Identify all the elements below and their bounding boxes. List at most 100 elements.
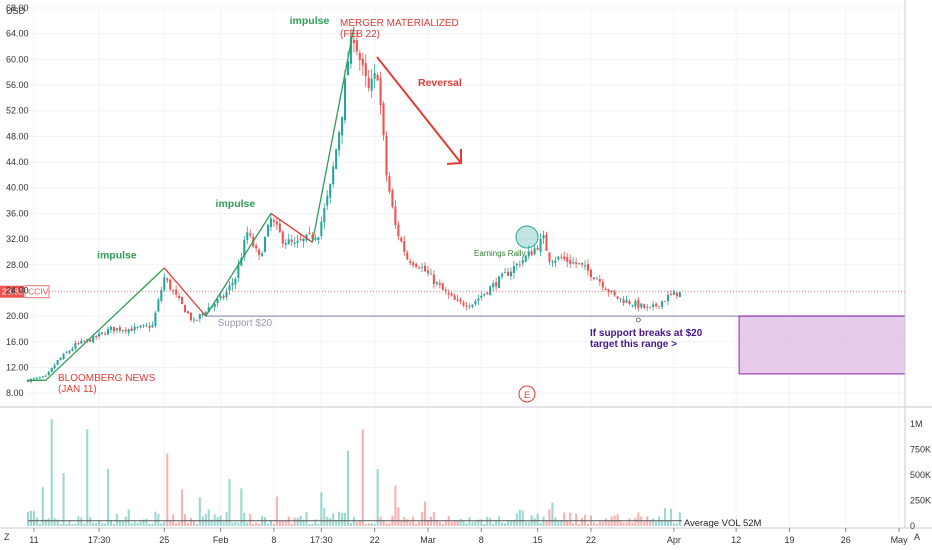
volume-bar — [56, 519, 59, 526]
candle-body — [575, 262, 578, 264]
y-tick-label: 60.00 — [6, 54, 29, 64]
volume-bar — [296, 517, 299, 526]
x-tick-label: 8 — [479, 535, 484, 545]
merger-label-line1: MERGER MATERIALIZED — [340, 18, 459, 29]
volume-bar — [672, 523, 675, 526]
current-price-label: 23.80 — [2, 287, 24, 297]
volume-bar — [551, 502, 554, 526]
candle-body — [506, 271, 510, 276]
volume-bar — [358, 520, 361, 526]
candle-body — [71, 348, 74, 351]
y-tick-label: 12.00 — [6, 362, 29, 372]
candle-body — [338, 132, 341, 151]
y-tick-label: 48.00 — [6, 131, 29, 141]
volume-bar — [515, 513, 518, 526]
volume-bar — [477, 519, 480, 526]
candle-body — [246, 232, 249, 241]
candle-body — [658, 305, 661, 307]
candle-body — [284, 243, 287, 245]
volume-bar — [130, 523, 133, 526]
candle-body — [418, 267, 421, 269]
volume-bar — [352, 516, 355, 526]
corner-left-label[interactable]: Z — [4, 532, 10, 542]
candle-body — [435, 282, 438, 284]
volume-bar — [598, 521, 601, 526]
volume-bar — [655, 521, 658, 526]
volume-bar — [189, 517, 192, 526]
candle-body — [646, 306, 649, 308]
volume-bar — [560, 519, 563, 526]
candle-body — [130, 328, 133, 332]
x-tick-label: 17:30 — [310, 535, 333, 545]
candle-body — [186, 311, 190, 314]
volume-bar — [216, 517, 219, 526]
candle-body — [397, 224, 400, 237]
volume-bar — [649, 520, 652, 526]
volume-bar — [394, 485, 397, 526]
candle-body — [483, 293, 486, 296]
y-unit-label: USD — [6, 6, 26, 16]
volume-bar — [669, 508, 672, 526]
volume-bar — [471, 522, 474, 526]
candle-body — [95, 335, 98, 338]
candle-body — [385, 135, 388, 176]
volume-bar — [521, 510, 524, 526]
candle-body — [583, 265, 587, 267]
candle-body — [53, 365, 56, 369]
volume-bar — [148, 523, 151, 526]
volume-bar — [154, 511, 157, 526]
candle-body — [379, 78, 382, 106]
y-tick-label: 40.00 — [6, 183, 29, 193]
candle-body — [225, 291, 228, 298]
volume-bar — [198, 497, 201, 526]
volume-bar — [181, 489, 184, 526]
candle-body — [204, 311, 207, 315]
volume-bar — [616, 514, 619, 526]
volume-bar — [663, 508, 667, 526]
candle-body — [394, 206, 397, 226]
volume-bar — [89, 516, 92, 526]
candle-body — [432, 274, 435, 285]
volume-bar — [462, 521, 465, 526]
candle-body — [255, 245, 258, 249]
candle-body — [121, 330, 124, 332]
candle-body — [400, 237, 403, 242]
candle-body — [65, 352, 68, 354]
candle-body — [290, 239, 293, 243]
candle-body — [622, 299, 625, 304]
impulse-trend-line — [270, 212, 313, 243]
volume-bar — [575, 513, 578, 526]
candle-body — [323, 207, 326, 223]
volume-bar — [314, 519, 317, 526]
volume-bar — [459, 518, 462, 526]
volume-bar — [385, 523, 388, 526]
earnings-marker[interactable] — [518, 385, 536, 403]
impulse-trend-line — [311, 27, 355, 243]
volume-bar — [592, 522, 595, 526]
candle-body — [249, 233, 252, 236]
volume-bar — [341, 512, 344, 526]
candle-body — [441, 283, 444, 290]
x-tick-label: 22 — [586, 535, 596, 545]
candle-body — [672, 291, 675, 295]
candle-body — [663, 301, 667, 302]
candle-body — [409, 261, 412, 264]
candle-body — [89, 339, 92, 342]
volume-bar — [370, 523, 373, 526]
volume-bar — [343, 512, 347, 526]
ticker-tag — [24, 285, 50, 299]
volume-bar — [578, 523, 581, 526]
volume-bar — [465, 523, 468, 526]
candle-body — [160, 290, 163, 301]
candle-body — [281, 231, 284, 244]
candle-body — [382, 103, 385, 136]
y-tick-label: 20.00 — [6, 311, 29, 321]
candle-body — [320, 221, 323, 236]
corner-right-label[interactable]: A — [914, 532, 920, 542]
volume-bar — [98, 520, 101, 526]
volume-bar — [527, 522, 530, 526]
candle-body — [278, 223, 281, 233]
volume-bar — [124, 516, 127, 526]
candle-body — [518, 264, 521, 266]
